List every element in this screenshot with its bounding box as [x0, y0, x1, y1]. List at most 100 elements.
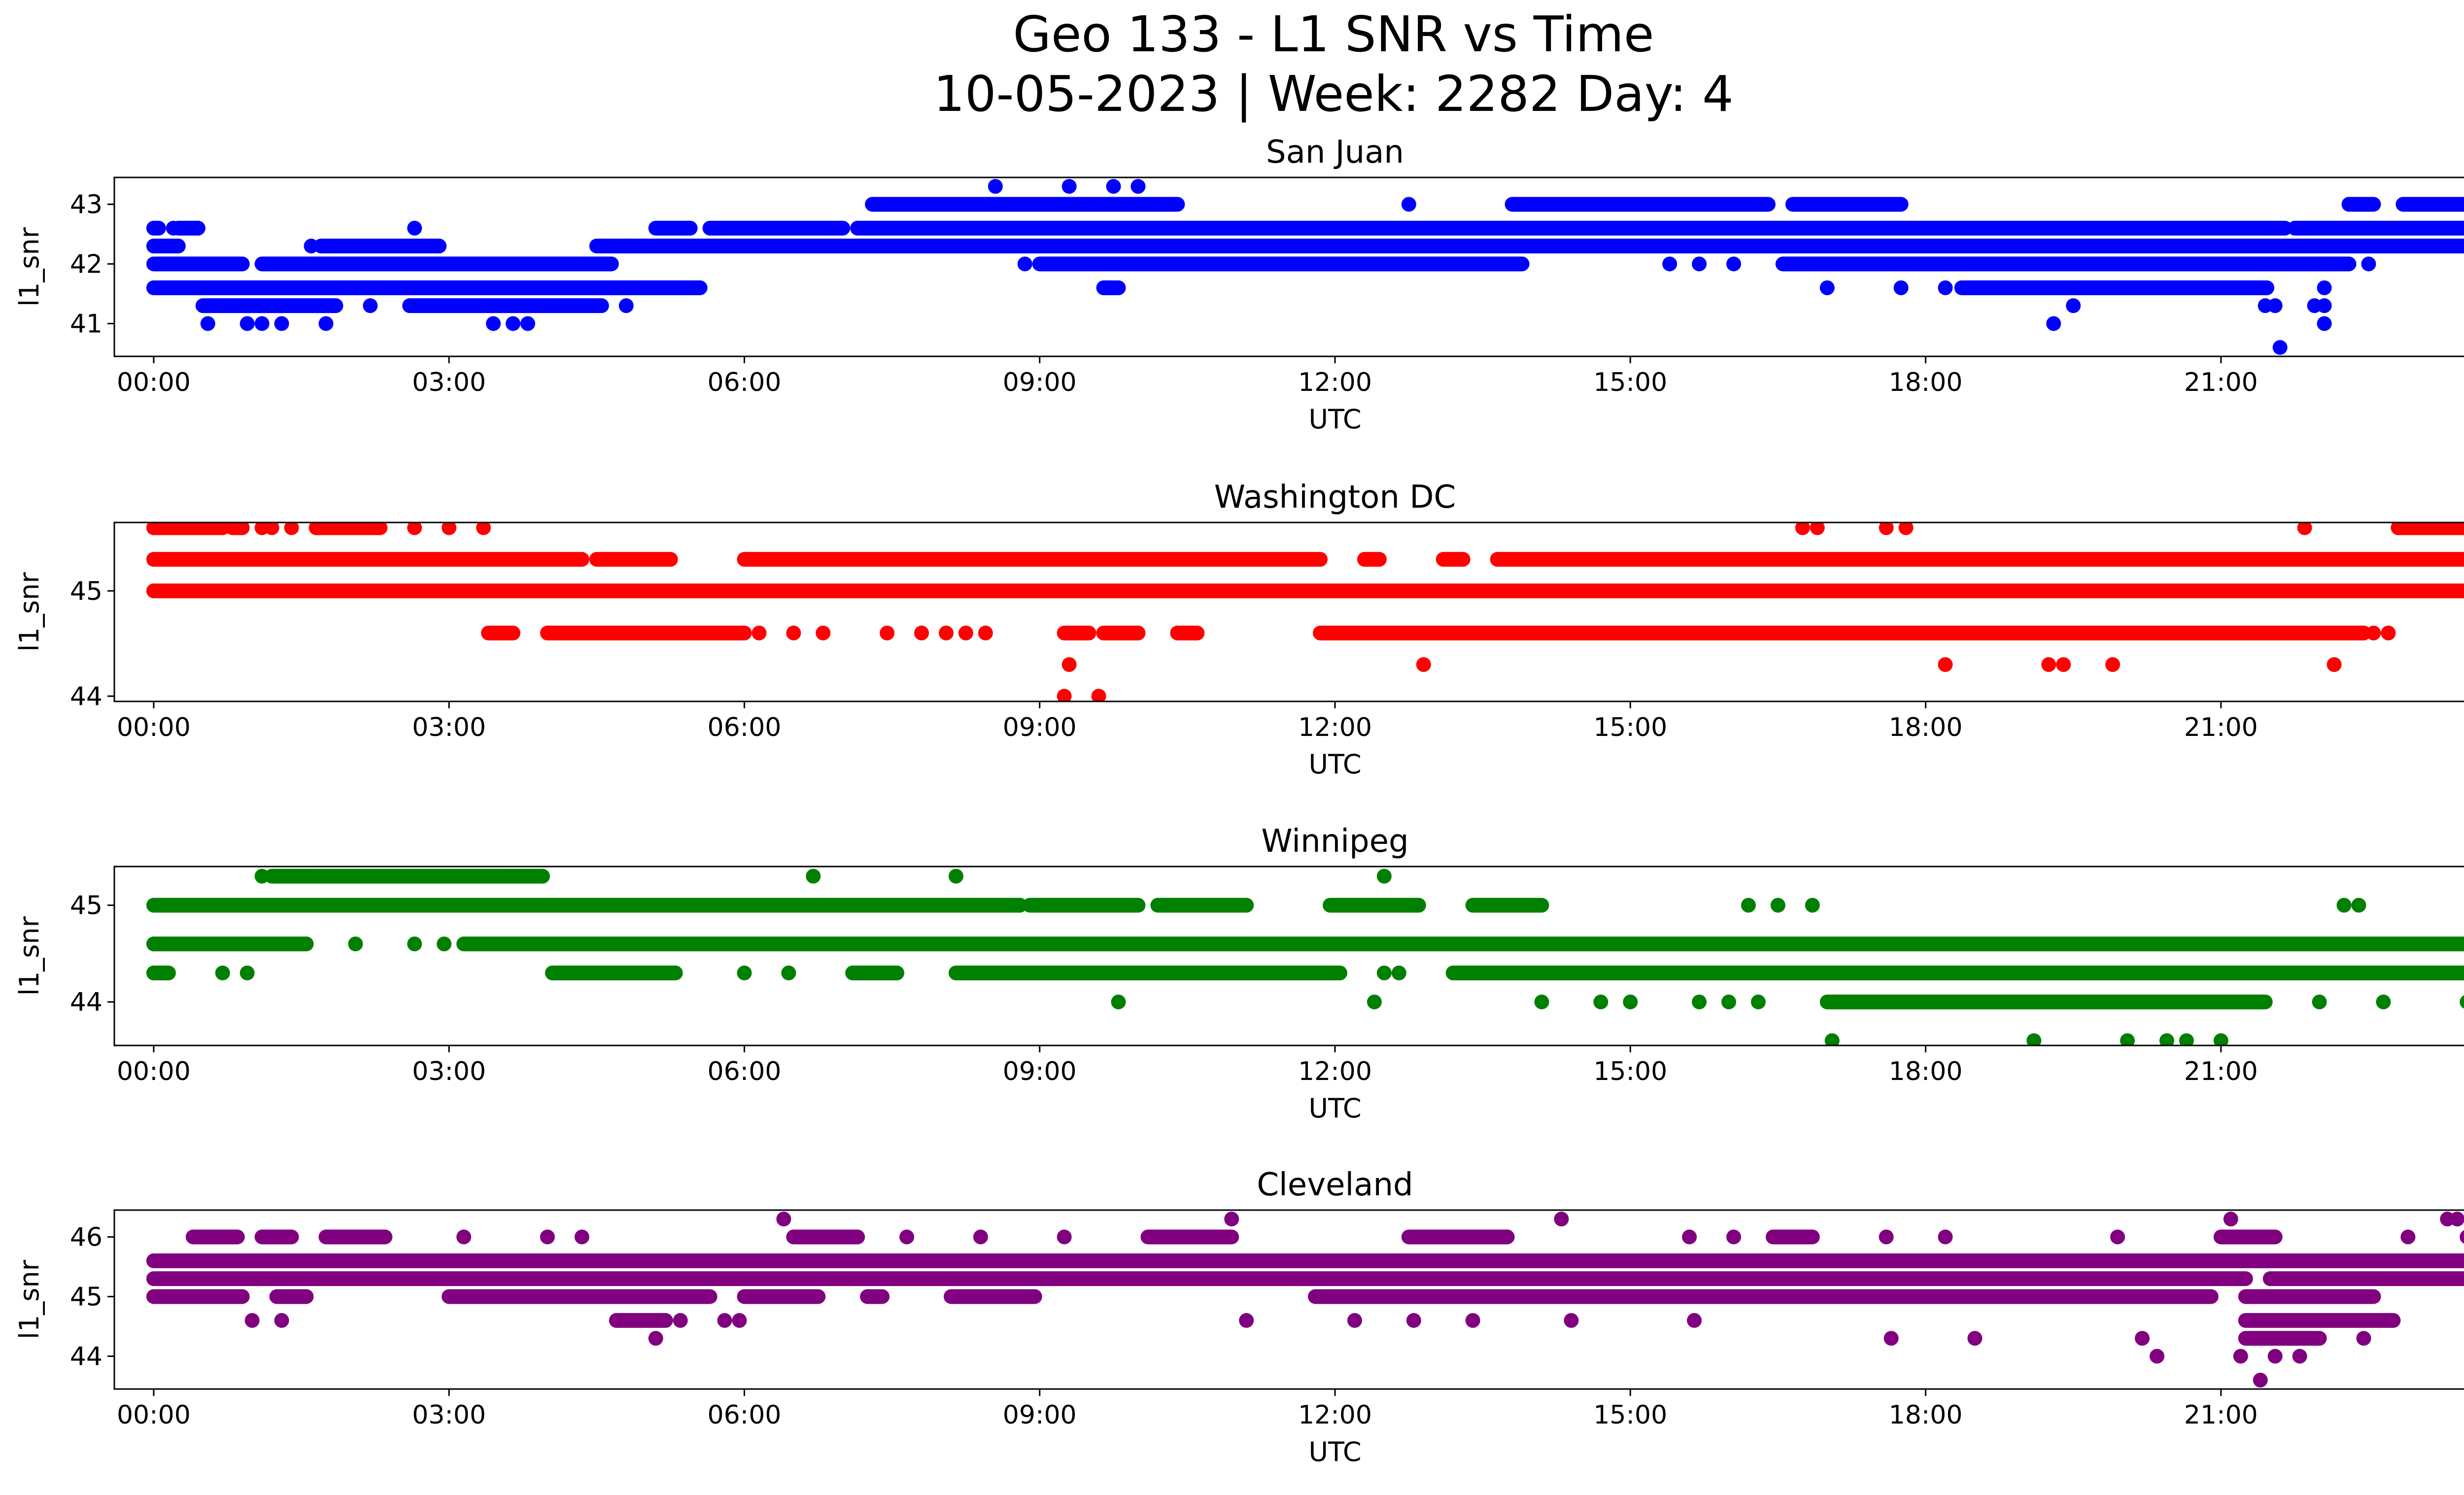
data-point	[1692, 256, 1707, 272]
data-point	[1534, 994, 1549, 1009]
x-axis-label: UTC	[1308, 404, 1361, 435]
series-points	[146, 522, 2464, 701]
data-point	[407, 522, 422, 535]
x-tick-label: 15:00	[1593, 1400, 1667, 1430]
data-point	[2238, 280, 2253, 295]
y-tick-label: 41	[70, 309, 103, 339]
data-point	[2366, 626, 2381, 641]
data-point	[456, 1229, 472, 1245]
y-tick-label: 45	[70, 577, 103, 606]
data-point	[816, 626, 831, 641]
data-point	[673, 1313, 688, 1328]
x-tick-label: 18:00	[1889, 1400, 1963, 1430]
data-point	[1367, 994, 1382, 1009]
x-tick-label: 12:00	[1298, 713, 1372, 742]
data-point	[215, 965, 230, 980]
data-point	[2356, 1331, 2371, 1346]
data-point	[363, 298, 378, 313]
data-point	[2066, 298, 2081, 313]
data-point	[2041, 657, 2056, 672]
y-axis-label: l1_snr	[14, 572, 45, 652]
subplot-title: San Juan	[1266, 134, 1404, 171]
data-point	[899, 1229, 915, 1245]
data-point	[190, 220, 205, 236]
y-tick-label: 46	[70, 1222, 103, 1252]
x-tick-label: 06:00	[708, 1400, 782, 1430]
data-point	[2135, 1331, 2150, 1346]
data-point	[973, 1229, 988, 1245]
x-axis-label: UTC	[1308, 749, 1361, 780]
data-point	[407, 936, 422, 951]
data-point	[1106, 179, 1121, 194]
subplot-3: Cleveland 00:00 03:00 06:00 09:00 12:00 15:00 1…	[14, 1167, 2464, 1467]
x-tick-label: 06:00	[708, 713, 782, 742]
data-point	[2336, 898, 2352, 913]
data-point	[264, 522, 279, 535]
x-tick-label: 18:00	[1889, 368, 1963, 397]
x-tick-label: 12:00	[1298, 1400, 1372, 1430]
data-point	[348, 936, 363, 951]
data-point	[2450, 1212, 2464, 1227]
data-point	[1741, 898, 1756, 913]
data-point	[2149, 1349, 2164, 1364]
x-tick-label: 09:00	[1003, 1400, 1077, 1430]
data-point	[776, 1212, 791, 1227]
x-tick-label: 15:00	[1593, 713, 1667, 742]
series-points	[146, 179, 2464, 355]
data-point	[1726, 1229, 1742, 1245]
data-point	[958, 626, 973, 641]
data-point	[732, 1313, 747, 1328]
figure-title-line2: 10-05-2023 | Week: 2282 Day: 4	[933, 65, 1733, 123]
data-point	[1770, 898, 1785, 913]
x-tick-label: 06:00	[708, 368, 782, 397]
data-point	[1465, 1313, 1480, 1328]
data-point	[914, 626, 929, 641]
x-axis-label: UTC	[1308, 1093, 1361, 1124]
data-point	[254, 316, 270, 331]
x-tick-label: 00:00	[117, 713, 191, 742]
data-point	[1091, 689, 1106, 701]
data-point	[1623, 994, 1638, 1009]
x-tick-label: 09:00	[1003, 713, 1077, 742]
data-point	[2110, 1229, 2125, 1245]
data-point	[1938, 657, 1953, 672]
data-point	[540, 1229, 555, 1245]
data-point	[1061, 657, 1077, 672]
data-point	[752, 626, 767, 641]
y-tick-label: 42	[70, 249, 103, 279]
data-point	[2351, 898, 2366, 913]
data-point	[1017, 256, 1032, 272]
data-point	[2179, 1033, 2194, 1045]
x-tick-label: 18:00	[1889, 713, 1963, 742]
data-point	[1893, 280, 1909, 295]
data-point	[1726, 256, 1742, 272]
data-point	[1687, 1313, 1702, 1328]
data-point	[1819, 280, 1835, 295]
x-tick-label: 03:00	[412, 713, 486, 742]
data-point	[2312, 994, 2327, 1009]
x-tick-label: 21:00	[2184, 1057, 2258, 1086]
subplot-2: Winnipeg 00:00 03:00 06:00 09:00 12:00 15:00 18…	[14, 823, 2464, 1124]
plot-frame	[113, 522, 2464, 702]
data-point	[2272, 340, 2288, 355]
subplot-0: San Juan 00:00 03:00 06:00 09:00 12:00 15:00 18…	[14, 134, 2464, 435]
data-point	[1347, 1313, 1362, 1328]
data-point	[1682, 1229, 1697, 1245]
x-tick-label: 06:00	[708, 1057, 782, 1086]
data-point	[1662, 256, 1677, 272]
x-tick-label: 03:00	[412, 368, 486, 397]
data-point	[1416, 657, 1431, 672]
data-point	[978, 626, 993, 641]
data-point	[1376, 965, 1392, 980]
data-point	[1061, 179, 1077, 194]
data-point	[274, 316, 289, 331]
data-point	[2159, 1033, 2174, 1045]
data-point	[786, 626, 801, 641]
data-point	[1195, 256, 1210, 272]
y-tick-label: 44	[70, 682, 103, 711]
data-point	[1879, 522, 1894, 535]
data-point	[2253, 1372, 2268, 1388]
y-tick-label: 43	[70, 190, 103, 219]
data-point	[938, 626, 954, 641]
